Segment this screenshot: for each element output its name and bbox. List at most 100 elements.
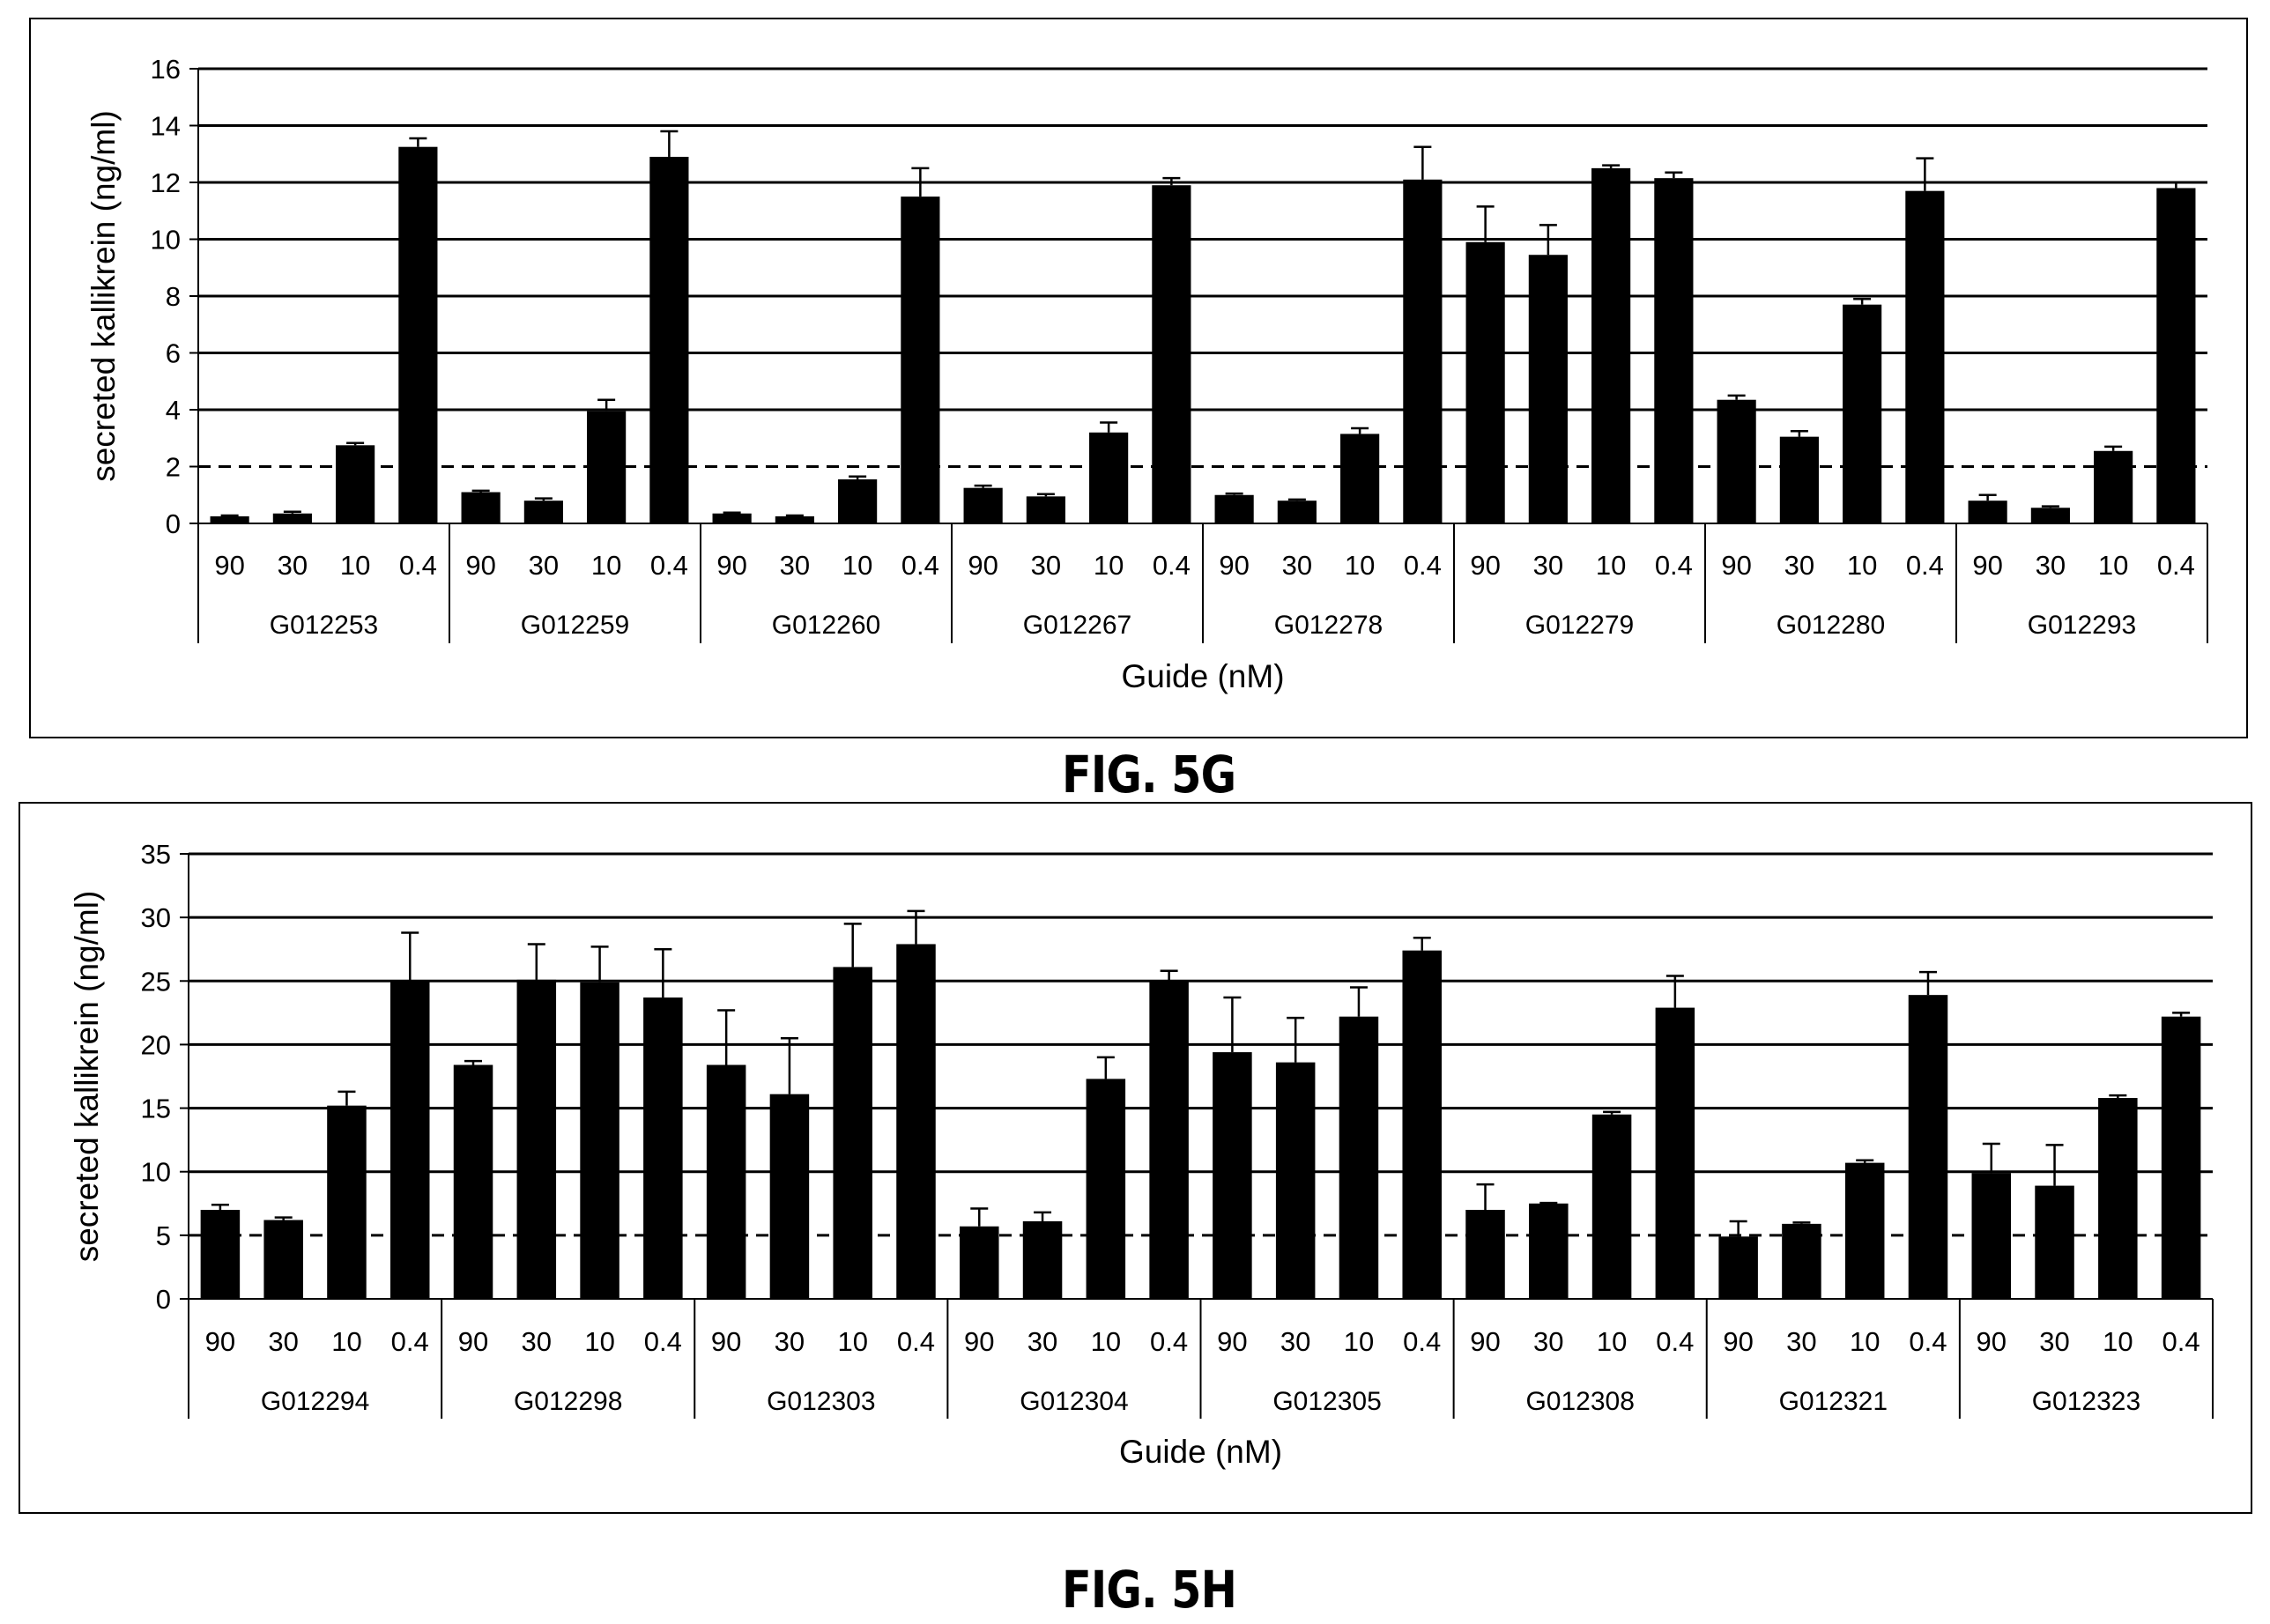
guide-label: G012303 [767,1387,875,1416]
guide-label: G012298 [514,1387,622,1416]
y-tick-label: 30 [141,902,171,933]
bar [1843,304,1882,523]
dose-label: 10 [1094,550,1124,581]
bar [1654,178,1694,523]
bar [1339,1016,1379,1299]
dose-label: 10 [1344,1326,1374,1357]
bar [1782,1223,1821,1299]
dose-label: 90 [1217,1326,1247,1357]
y-axis-title: secreted kallikrein (ng/ml) [85,110,122,482]
y-tick-label: 20 [141,1029,171,1060]
bar [901,197,940,523]
bar [1968,501,2007,523]
x-axis-title: Guide (nM) [1121,658,1284,694]
bar [1844,1162,1885,1299]
bar [1465,1210,1505,1299]
bar [453,1064,493,1299]
dose-label: 90 [458,1326,488,1357]
y-tick-label: 0 [156,1284,171,1315]
bar [327,1105,367,1299]
dose-label: 10 [1596,550,1626,581]
bar [272,513,312,523]
guide-label: G012280 [1777,611,1885,640]
guide-label: G012294 [261,1387,369,1416]
bar [963,487,1003,523]
bar [1403,179,1443,523]
guide-label: G012323 [2032,1387,2140,1416]
bar [1022,1220,1063,1299]
bar [2035,1185,2074,1299]
dose-label: 10 [340,550,370,581]
dose-label: 30 [1786,1326,1816,1357]
dose-label: 90 [968,550,998,581]
dose-label: 10 [1847,550,1877,581]
bar [336,445,375,523]
dose-label: 10 [1345,550,1375,581]
bar [1905,190,1945,524]
dose-label: 0.4 [399,550,437,581]
dose-label: 0.4 [897,1326,935,1357]
bar [1277,501,1317,523]
y-tick-label: 35 [141,839,171,870]
dose-label: 10 [591,550,621,581]
bar-chart-5h: 0 5 10 15 20 25 30 35 90 30 10 0.4 G012294 90 30 10 0.4 G… [69,839,2214,1470]
bar [523,501,563,523]
dose-label: 90 [716,550,746,581]
dose-label: 30 [1533,1326,1563,1357]
bar [1971,1173,2012,1299]
dose-label: 90 [1470,550,1500,581]
bar [769,1094,810,1299]
dose-label: 0.4 [644,1326,682,1357]
dose-label: 30 [268,1326,298,1357]
dose-label: 30 [1031,550,1061,581]
dose-label: 90 [1721,550,1751,581]
dose-label: 0.4 [650,550,688,581]
dose-label: 0.4 [1403,1326,1441,1357]
y-tick-label: 15 [141,1094,171,1124]
bar [1717,399,1756,523]
bar [1089,432,1129,523]
dose-label: 90 [1977,1326,2007,1357]
dose-label: 10 [584,1326,614,1357]
dose-label: 30 [2036,550,2066,581]
bar [712,513,752,523]
dose-label: 90 [205,1326,235,1357]
dose-label: 30 [2039,1326,2069,1357]
bar [643,997,683,1299]
dose-label: 30 [1784,550,1814,581]
dose-label: 30 [278,550,308,581]
dose-label: 0.4 [1906,550,1944,581]
bar [389,981,430,1299]
dose-label: 90 [465,550,495,581]
y-tick-label: 4 [166,395,181,426]
dose-label: 10 [1597,1326,1627,1357]
guide-label: G012279 [1525,611,1634,640]
bar [896,944,936,1299]
chart-panel-5h: 0 5 10 15 20 25 30 35 90 30 10 0.4 G012294 90 30 10 0.4 G… [19,802,2252,1514]
guide-label: G012305 [1272,1387,1381,1416]
dose-label: 0.4 [1404,550,1442,581]
figure-caption-5h: FIG. 5H [1062,1560,1237,1620]
guide-label: G012260 [772,611,880,640]
bar [838,479,878,523]
bar [1591,167,1631,523]
dose-label: 30 [1027,1326,1057,1357]
dose-label: 10 [837,1326,867,1357]
y-tick-label: 10 [141,1157,171,1188]
y-tick-label: 0 [166,508,181,539]
dose-label: 10 [2103,1326,2133,1357]
bar [2098,1098,2138,1299]
bar [1655,1007,1695,1299]
dose-label: 0.4 [391,1326,429,1357]
bar [706,1064,746,1299]
guide-label: G012253 [270,611,378,640]
bar-chart-5g: 0 2 4 6 8 10 12 14 16 90 30 10 0.4 G012253 90 30 10 0.4 G0… [85,54,2208,694]
guide-label: G012308 [1525,1387,1634,1416]
bar [960,1226,999,1299]
dose-label: 90 [214,550,244,581]
dose-label: 0.4 [901,550,939,581]
dose-label: 30 [775,1326,805,1357]
dose-label: 0.4 [1655,550,1693,581]
bar [1718,1236,1758,1299]
y-tick-label: 25 [141,966,171,997]
